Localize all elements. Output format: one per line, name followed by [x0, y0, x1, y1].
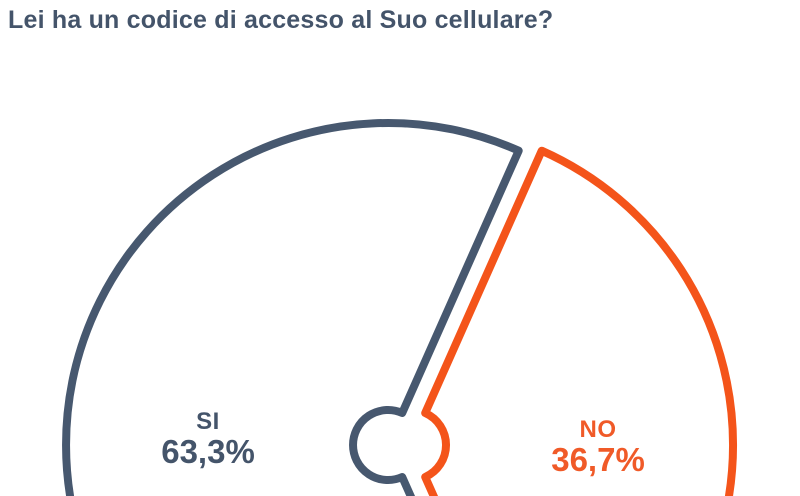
no-label: NO [579, 416, 617, 443]
no-slice-label: NO 36,7% [551, 417, 645, 477]
pie-slice-si [62, 119, 523, 496]
si-slice-label: SI 63,3% [161, 409, 255, 469]
si-value: 63,3% [161, 433, 255, 470]
chart-title: Lei ha un codice di accesso al Suo cellu… [8, 6, 554, 34]
si-label: SI [196, 408, 220, 435]
no-value: 36,7% [551, 441, 645, 478]
pie-slice-no [421, 146, 738, 496]
